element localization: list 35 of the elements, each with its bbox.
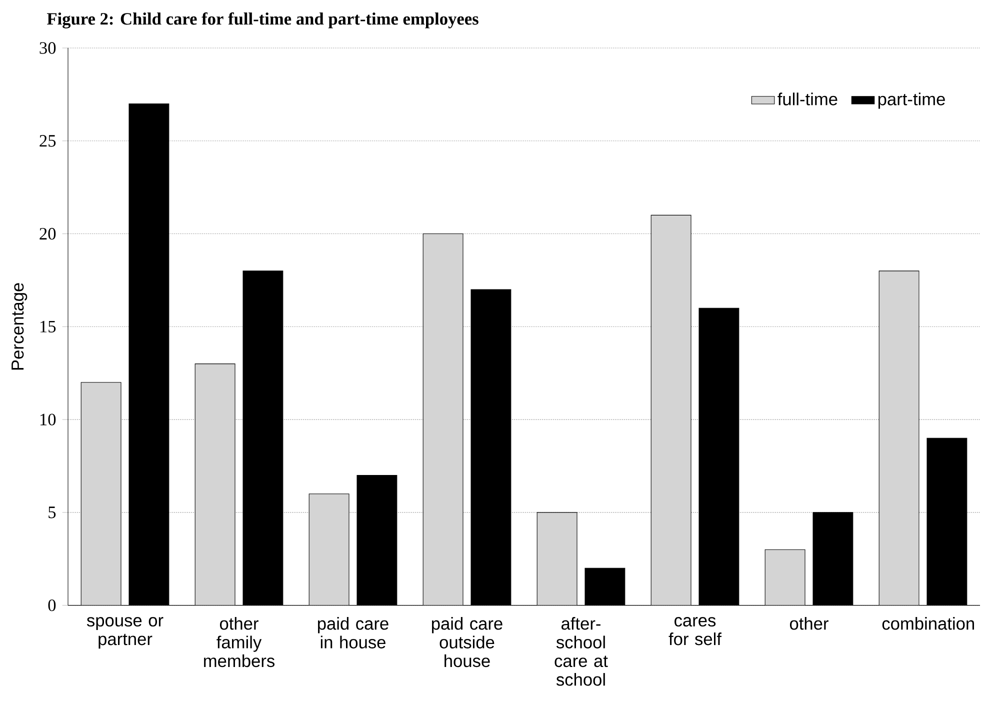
chart-title: Figure 2: Child care for full-time and part-time employees xyxy=(46,12,478,29)
bar xyxy=(764,549,806,606)
x-tick-label: combination xyxy=(882,617,974,630)
bar xyxy=(698,308,740,606)
bar xyxy=(878,270,920,606)
bar xyxy=(128,104,170,606)
y-tick-label: 5 xyxy=(48,506,56,518)
x-tick-label: paid care in house xyxy=(318,617,388,649)
y-tick-label: 25 xyxy=(40,135,56,147)
y-axis-title: Percentage xyxy=(12,283,28,370)
bar xyxy=(536,512,578,606)
x-tick-label: spouse or partner xyxy=(86,617,164,649)
bar xyxy=(812,512,854,606)
y-tick-label: 0 xyxy=(48,600,56,612)
bar xyxy=(194,364,236,606)
bar xyxy=(470,289,512,606)
x-tick-label: other family members xyxy=(204,617,274,668)
x-tick-label: paid care outside house xyxy=(432,617,502,668)
bar xyxy=(926,438,968,606)
bar xyxy=(356,475,398,606)
y-tick-label: 10 xyxy=(40,414,56,426)
y-tick-label: 20 xyxy=(40,228,56,240)
x-tick-label: cares for self xyxy=(668,617,722,646)
y-tick-label: 30 xyxy=(40,42,56,54)
bar xyxy=(308,494,350,606)
legend-label: part-time xyxy=(878,92,945,109)
bar xyxy=(584,568,626,606)
bar xyxy=(242,270,284,606)
bar xyxy=(422,234,464,606)
bar xyxy=(650,215,692,606)
x-tick-label: after-school care at school xyxy=(554,617,608,686)
bar xyxy=(80,382,122,606)
y-tick-label: 15 xyxy=(40,321,56,333)
x-tick-label: other xyxy=(790,617,828,630)
legend-label: full-time xyxy=(778,92,838,106)
